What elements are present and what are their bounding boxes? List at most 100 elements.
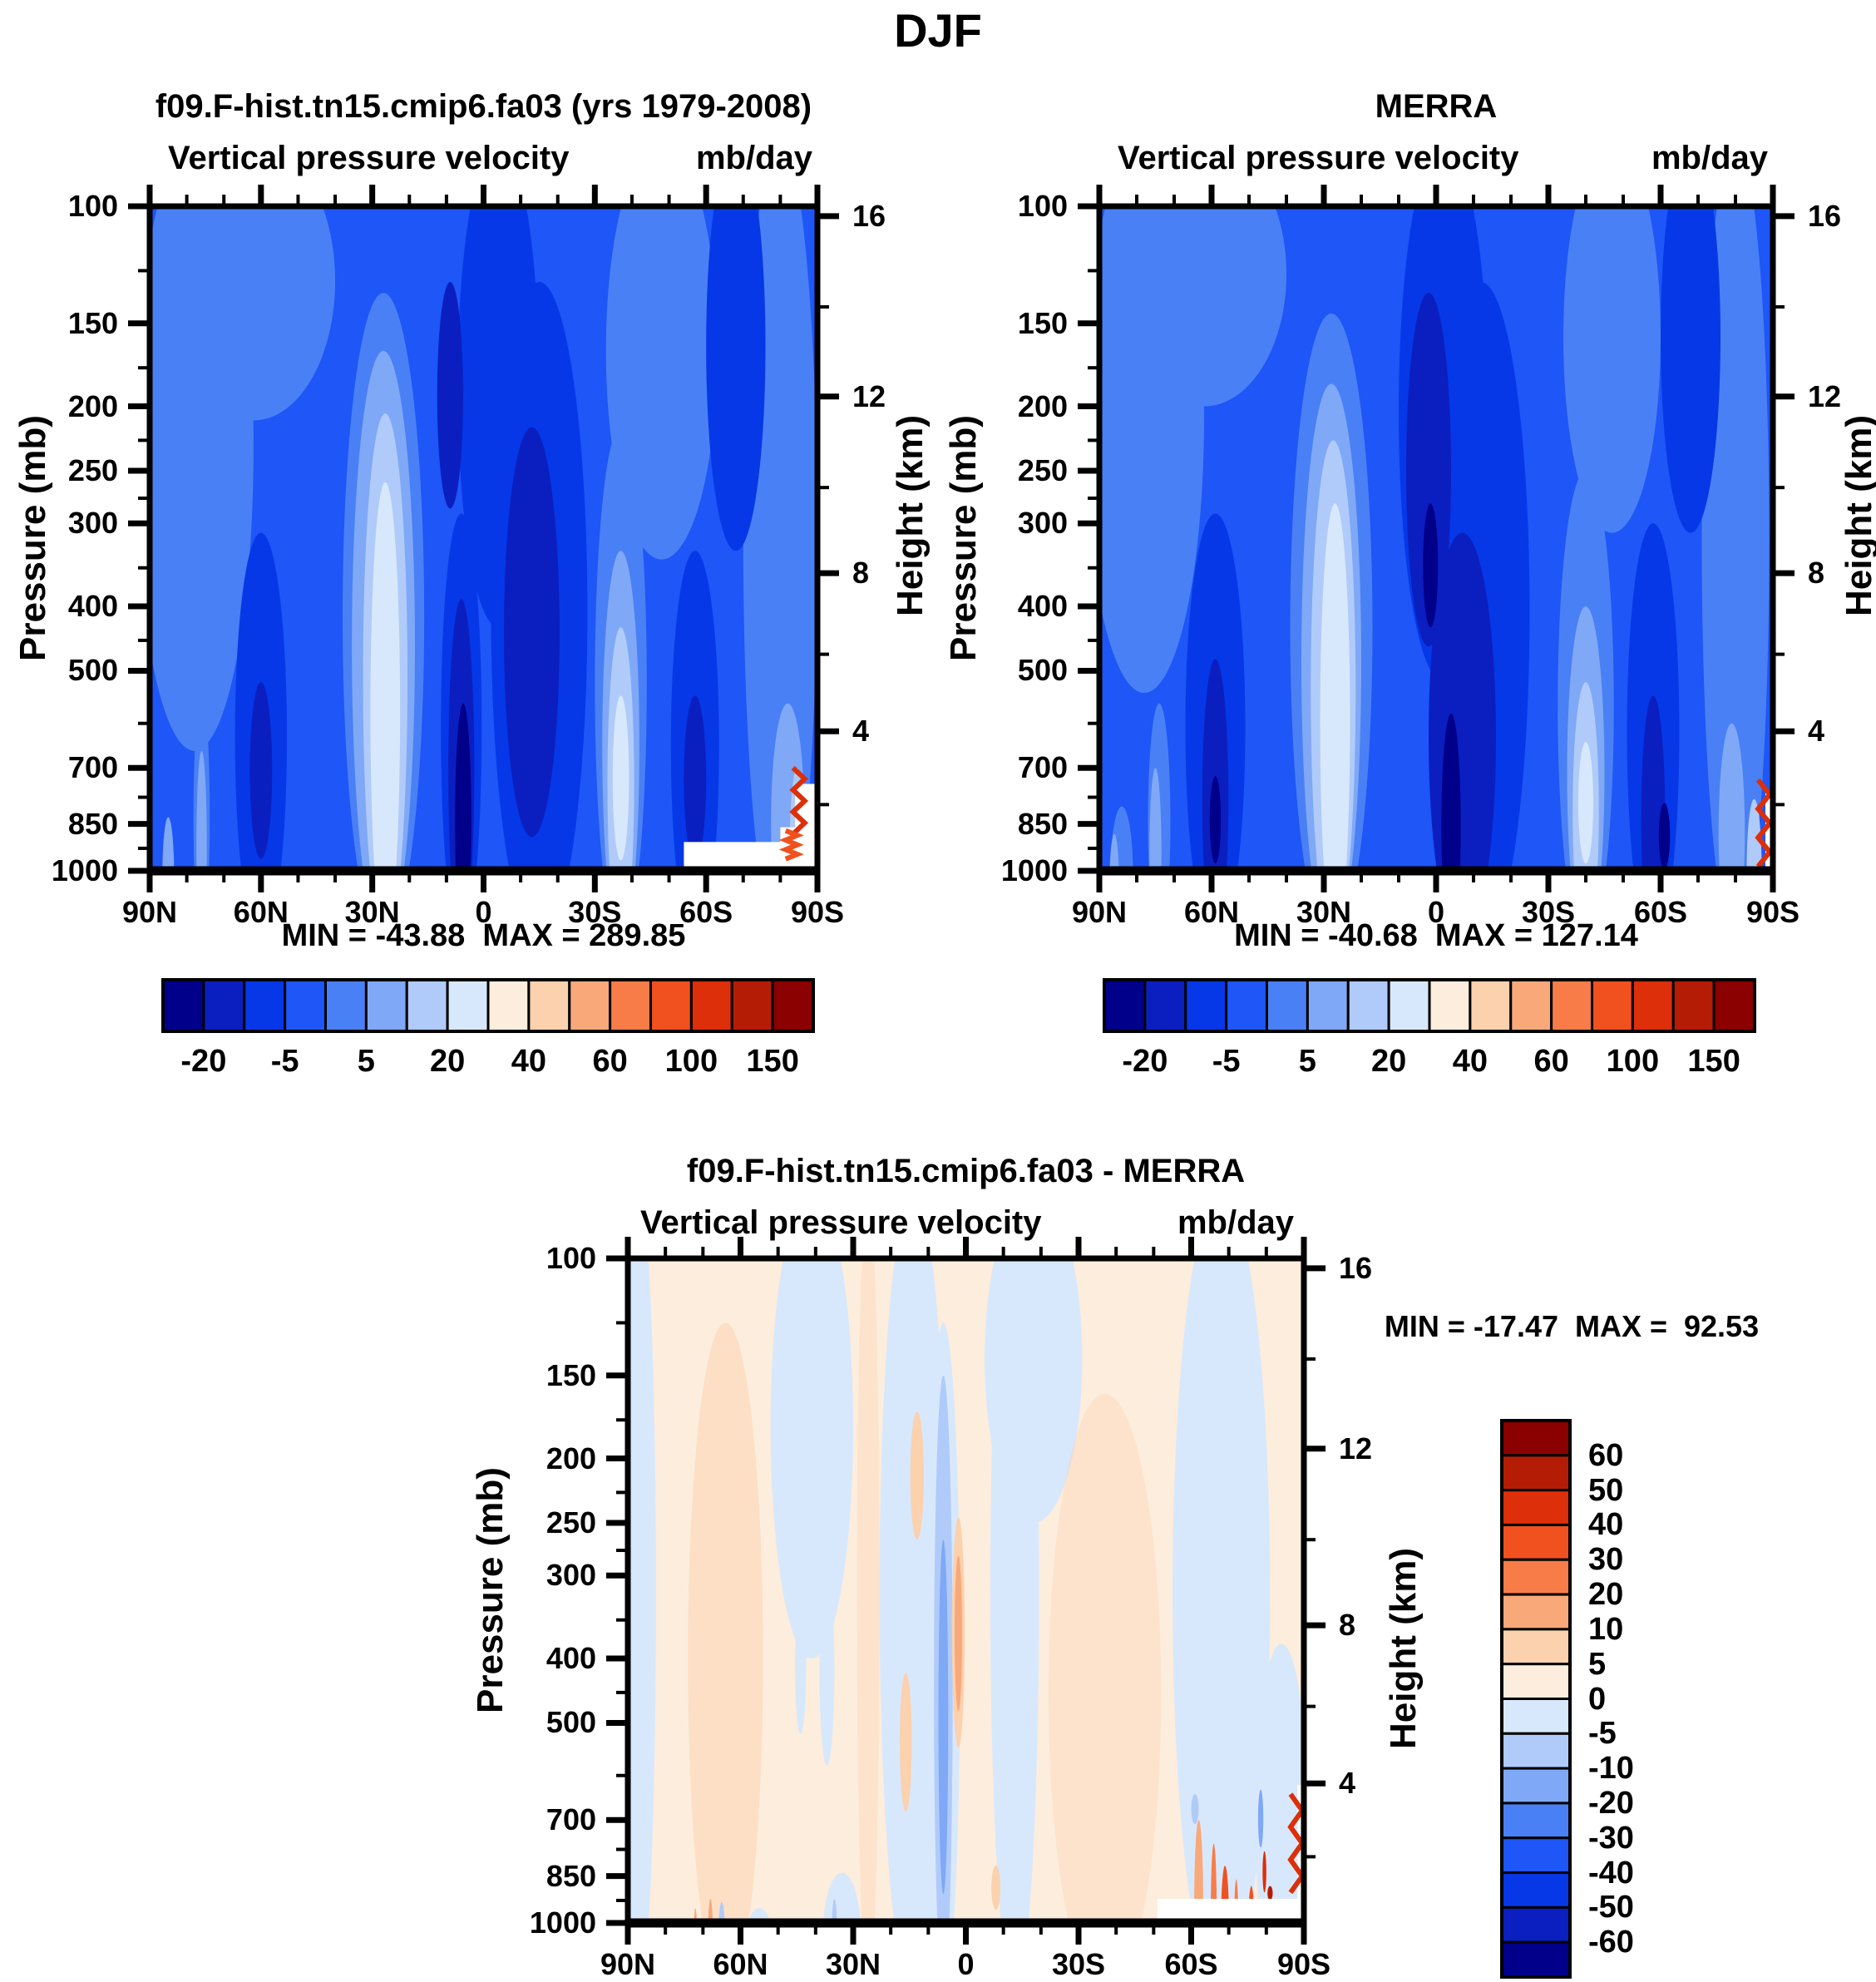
latitude-tick-label: 60N (713, 1947, 768, 1981)
pressure-tick-label: 100 (67, 189, 118, 223)
pressure-tick-label: 200 (1017, 388, 1068, 423)
latitude-tick-label: 0 (957, 1947, 975, 1981)
latitude-tick-label: 60S (1633, 895, 1688, 929)
pressure-tick-label: 400 (546, 1641, 596, 1676)
plot-model (128, 185, 839, 892)
colorbar-tick-label: -40 (1588, 1855, 1634, 1891)
colorbar-tick-label: 150 (1687, 1044, 1740, 1079)
colorbar-tick-label: 20 (429, 1044, 466, 1079)
latitude-tick-label: 90S (790, 895, 845, 929)
pressure-tick-label: 500 (1017, 653, 1068, 688)
colorbar-tick-label: 5 (1298, 1044, 1316, 1079)
height-tick-label: 16 (1339, 1250, 1373, 1285)
height-tick-label: 12 (852, 378, 886, 413)
height-tick-label: 12 (1339, 1431, 1373, 1465)
panel-merra-units-label: mb/day (1651, 140, 1768, 176)
colorbar-tick-label: 60 (1588, 1437, 1624, 1473)
colorbar-tick-label: 60 (1533, 1044, 1569, 1079)
colorbar-tick-label: -10 (1588, 1751, 1634, 1787)
latitude-tick-label: 90S (1745, 895, 1800, 929)
height-tick-label: 16 (852, 198, 886, 233)
colorbar-tick-label: 40 (1588, 1507, 1624, 1543)
latitude-tick-label: 30S (1521, 895, 1576, 929)
height-tick-label: 12 (1808, 378, 1842, 413)
latitude-tick-label: 30N (825, 1947, 881, 1981)
colorbar-tick-label: 50 (1588, 1472, 1624, 1508)
pressure-tick-label: 300 (1017, 506, 1068, 541)
latitude-tick-label: 60N (1183, 895, 1240, 929)
colorbar-tick-label: 40 (1452, 1044, 1488, 1079)
colorbar-tick-label: 30 (1588, 1542, 1624, 1578)
panel-diff-minmax: MIN = -17.47 MAX = 92.53 (1384, 1309, 1760, 1343)
height-tick-label: 16 (1808, 198, 1842, 233)
pressure-tick-label: 300 (67, 506, 118, 541)
pressure-tick-label: 850 (546, 1858, 596, 1893)
pressure-tick-label: 150 (67, 305, 118, 340)
pressure-tick-label: 300 (546, 1558, 596, 1593)
panel-model-title: f09.F-hist.tn15.cmip6.fa03 (yrs 1979-200… (155, 88, 812, 125)
colorbar-tick-label: -20 (1588, 1785, 1634, 1821)
colorbar-tick-label: -5 (1212, 1044, 1241, 1079)
panel-model-subtitle: Vertical pressure velocity (168, 140, 570, 176)
height-tick-label: 8 (1808, 556, 1825, 591)
latitude-tick-label: 30S (568, 895, 622, 929)
colorbar-tick-label: -50 (1588, 1890, 1634, 1925)
latitude-tick-label: 60S (679, 895, 733, 929)
panel-diff-units-label: mb/day (1177, 1204, 1294, 1241)
panel-merra-minmax: MIN = -40.68 MAX = 127.14 (1234, 918, 1638, 953)
panel-diff-title: f09.F-hist.tn15.cmip6.fa03 - MERRA (686, 1153, 1246, 1189)
colorbar-tick-label: -5 (270, 1044, 299, 1079)
panel-model-minmax: MIN = -43.88 MAX = 289.85 (281, 918, 686, 953)
pressure-tick-label: 1000 (51, 853, 118, 887)
pressure-tick-label: 150 (546, 1357, 596, 1392)
height-tick-label: 8 (852, 556, 870, 591)
colorbar-tick-label: 5 (1588, 1646, 1607, 1682)
colorbar-tick-label: -60 (1588, 1925, 1634, 1960)
panel-model-units-label: mb/day (695, 140, 812, 176)
latitude-tick-label: 90N (1071, 895, 1128, 929)
panel-merra-title: MERRA (1375, 88, 1498, 125)
pressure-tick-label: 1000 (529, 1905, 596, 1940)
pressure-tick-label: 850 (1017, 806, 1068, 841)
height-tick-label: 8 (1339, 1608, 1356, 1643)
height-tick-label: 4 (1339, 1766, 1356, 1801)
colorbar-tick-label: 60 (592, 1044, 628, 1079)
pressure-tick-label: 700 (546, 1802, 596, 1837)
pressure-tick-label: 100 (546, 1241, 596, 1275)
latitude-tick-label: 90N (121, 895, 178, 929)
colorbar-tick-label: -30 (1588, 1820, 1634, 1856)
colorbar-tick-label: 10 (1588, 1611, 1624, 1647)
pressure-tick-label: 700 (67, 750, 118, 785)
pressure-tick-label: 250 (546, 1505, 596, 1540)
colorbar-tick-label: -20 (180, 1044, 227, 1079)
colorbar-tick-label: 40 (511, 1044, 547, 1079)
pressure-tick-label: 500 (67, 653, 118, 688)
panel-diff-subtitle: Vertical pressure velocity (640, 1204, 1042, 1241)
pressure-tick-label: 500 (546, 1705, 596, 1740)
plot-diff (606, 1237, 1326, 1945)
latitude-tick-label: 90N (600, 1947, 656, 1981)
colorbar-vertical (1500, 1419, 1572, 1979)
pressure-tick-label: 250 (1017, 452, 1068, 487)
latitude-tick-label: 90S (1276, 1947, 1331, 1981)
colorbar-tick-label: -5 (1588, 1716, 1617, 1752)
colorbar-tick-label: 150 (746, 1044, 799, 1079)
colorbar-horizontal (161, 978, 815, 1033)
colorbar-tick-label: 0 (1588, 1681, 1607, 1717)
latitude-tick-label: 30N (344, 895, 400, 929)
colorbar-tick-label: 5 (357, 1044, 375, 1079)
figure-title: DJF (894, 4, 982, 57)
pressure-tick-label: 400 (1017, 589, 1068, 624)
latitude-tick-label: 30S (1051, 1947, 1106, 1981)
pressure-tick-label: 700 (1017, 750, 1068, 785)
pressure-tick-label: 850 (67, 806, 118, 841)
height-tick-label: 4 (1808, 714, 1825, 749)
colorbar-tick-label: -20 (1122, 1044, 1168, 1079)
pressure-tick-label: 200 (67, 388, 118, 423)
colorbar-tick-label: 20 (1370, 1044, 1407, 1079)
latitude-tick-label: 30N (1296, 895, 1352, 929)
latitude-tick-label: 0 (1427, 895, 1445, 929)
colorbar-tick-label: 20 (1588, 1577, 1624, 1613)
plot-merra (1078, 185, 1795, 892)
